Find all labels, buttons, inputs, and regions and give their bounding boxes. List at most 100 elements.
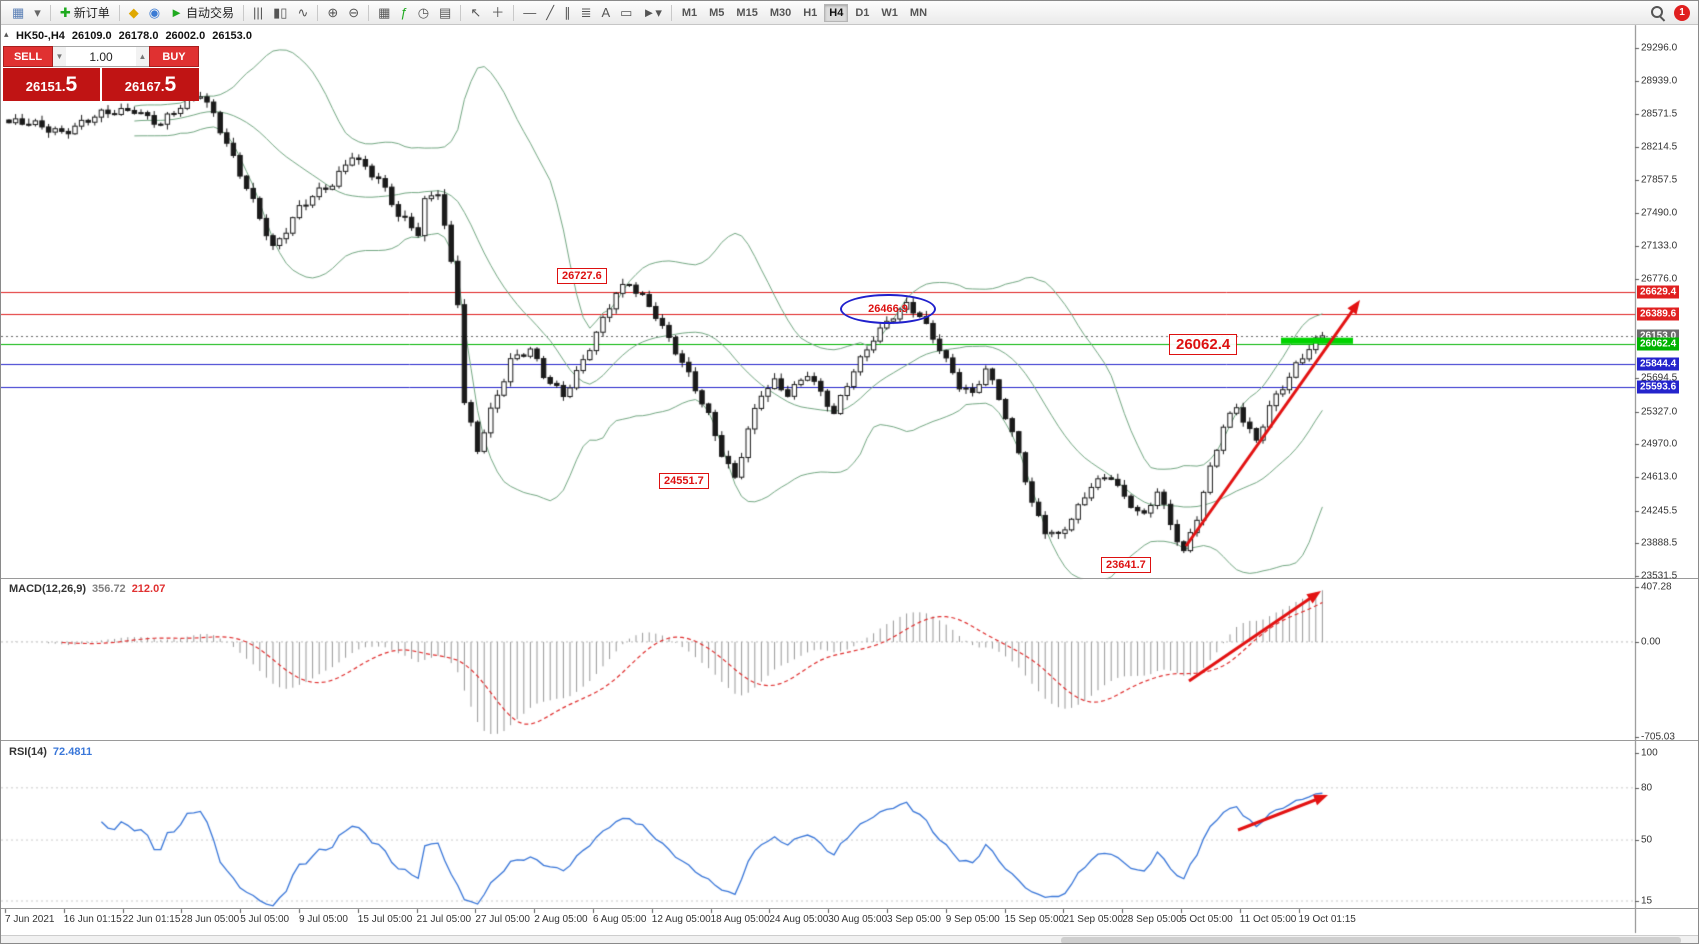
crosshair-icon: ＋ [491,5,505,20]
toolbar-separator [242,4,244,21]
sell-price[interactable]: 26151. 5 [3,68,100,101]
crosshair-icon[interactable]: ＋ [487,3,508,22]
fibonacci-icon[interactable]: ≣ [577,3,596,22]
time-axis-label: 6 Aug 05:00 [593,914,647,925]
time-axis-label: 3 Sep 05:00 [887,914,941,925]
timeframe-h1[interactable]: H1 [798,4,822,22]
panel-separator-macd-rsi[interactable] [1,740,1698,745]
bar-chart-icon[interactable]: ||| [249,3,267,22]
sell-button[interactable]: SELL [3,46,53,67]
metaeditor-icon[interactable]: ◆ [125,3,143,22]
timeframe-m1[interactable]: M1 [677,4,702,22]
price-axis-label: 24970.0 [1641,438,1678,450]
volume-decrease-button[interactable]: ▼ [53,47,66,66]
period-icon[interactable]: ◷ [414,3,433,22]
timeframe-mn[interactable]: MN [905,4,932,22]
horizontal-line-icon[interactable]: — [519,3,540,22]
panel-separator-rsi-timeaxis[interactable] [1,908,1698,913]
time-axis-label: 21 Sep 05:00 [1063,914,1123,925]
price-axis-label: 28939.0 [1641,75,1678,87]
time-axis-label: 19 Oct 01:15 [1298,914,1356,925]
toolbar-separator [670,4,672,21]
channel-icon[interactable]: ∥ [560,3,575,22]
volume-increase-button[interactable]: ▲ [136,47,149,66]
price-tag: 25593.6 [1637,380,1680,394]
horizontal-scrollbar[interactable] [1,935,1698,943]
panel-separator-main-macd[interactable] [1,578,1698,583]
label-icon[interactable]: ▭ [616,3,636,22]
rsi-value: 72.4811 [52,746,93,758]
toolbar-separator [317,4,319,21]
text-icon[interactable]: A [597,3,614,22]
time-axis-label: 5 Jul 05:00 [240,914,290,925]
trendline-icon: ╱ [546,5,555,20]
new-order-button-label: 新订单 [73,6,110,20]
price-tag: 25844.4 [1637,357,1680,371]
time-axis-label: 30 Aug 05:00 [828,914,888,925]
indicators-icon[interactable]: ƒ [396,3,411,22]
macd-name: MACD(12,26,9) [9,583,87,595]
cursor-icon[interactable]: ↖ [466,3,485,22]
new-order-button[interactable]: ✚ 新订单 [56,2,114,23]
period-icon: ◷ [417,5,430,20]
timeframe-m15[interactable]: M15 [731,4,762,22]
quote-close: 26153.0 [212,30,252,42]
buy-button[interactable]: BUY [149,46,199,67]
rsi-axis-label: 15 [1641,895,1653,907]
volume-input[interactable] [66,47,136,66]
autotrading-button[interactable]: ► 自动交易 [166,2,238,23]
price-axis-label: 27133.0 [1641,240,1678,252]
sell-price-frac: 5 [65,73,78,96]
rsi-axis-label: 80 [1641,782,1653,794]
highlight-ellipse[interactable]: 26466.9 [840,294,936,324]
community-icon[interactable]: ◉ [145,3,164,22]
zoom-out-icon: ⊖ [348,5,360,20]
shapes-icon[interactable]: ►▾ [638,3,665,22]
quote-header: HK50-,H4 26109.0 26178.0 26002.0 26153.0 [16,30,252,42]
level-label-26062[interactable]: 26062.4 [1169,334,1238,355]
line-chart-icon: ∿ [297,5,309,20]
time-axis-label: 28 Jun 05:00 [181,914,240,925]
new-chart-icon[interactable]: ▦ [8,3,28,22]
buy-price[interactable]: 26167. 5 [102,68,199,101]
timeframe-h4[interactable]: H4 [824,3,849,22]
profiles-icon[interactable]: ▾ [30,3,45,22]
price-axis-label: 27857.5 [1641,174,1678,186]
time-axis-label: 2 Aug 05:00 [534,914,588,925]
toolbar-separator [49,4,51,21]
support-label-24551[interactable]: 24551.7 [659,473,709,489]
notification-badge[interactable]: 1 [1674,4,1690,21]
price-tag: 26389.6 [1637,307,1680,321]
quote-open: 26109.0 [71,30,112,42]
time-axis-label: 22 Jun 01:15 [122,914,181,925]
line-chart-icon[interactable]: ∿ [293,3,312,22]
support-label-23641[interactable]: 23641.7 [1101,557,1151,573]
zoom-out-icon[interactable]: ⊖ [344,3,363,22]
macd-indicator-label: MACD(12,26,9) 356.72 212.07 [9,583,165,595]
bar-chart-icon: ||| [252,5,264,20]
one-click-toggle-icon[interactable]: ▴ [4,29,9,39]
horizontal-scrollbar-thumb[interactable] [1061,937,1681,943]
timeframe-m5[interactable]: M5 [704,4,729,22]
price-axis-label: 28214.5 [1641,141,1678,153]
time-axis-label: 18 Aug 05:00 [710,914,770,925]
trendline-icon[interactable]: ╱ [542,3,558,22]
price-axis-label: 24245.5 [1641,505,1678,517]
templates-icon[interactable]: ▤ [435,3,455,22]
price-axis-label: 28571.5 [1641,108,1678,120]
time-axis-label: 28 Sep 05:00 [1122,914,1182,925]
candlestick-icon[interactable]: ▮▯ [269,3,291,22]
search-icon[interactable] [1650,5,1666,22]
timeframe-m30[interactable]: M30 [765,4,796,22]
timeframe-w1[interactable]: W1 [876,4,903,22]
resistance-label-26727[interactable]: 26727.6 [557,268,607,284]
timeframe-d1[interactable]: D1 [850,4,874,22]
zoom-in-icon[interactable]: ⊕ [323,3,342,22]
tile-windows-icon[interactable]: ▦ [374,3,394,22]
price-axis-label: 25327.0 [1641,406,1678,418]
shapes-icon: ►▾ [642,5,662,20]
buy-price-main: 26167. [124,79,165,94]
fibonacci-icon: ≣ [580,5,592,20]
